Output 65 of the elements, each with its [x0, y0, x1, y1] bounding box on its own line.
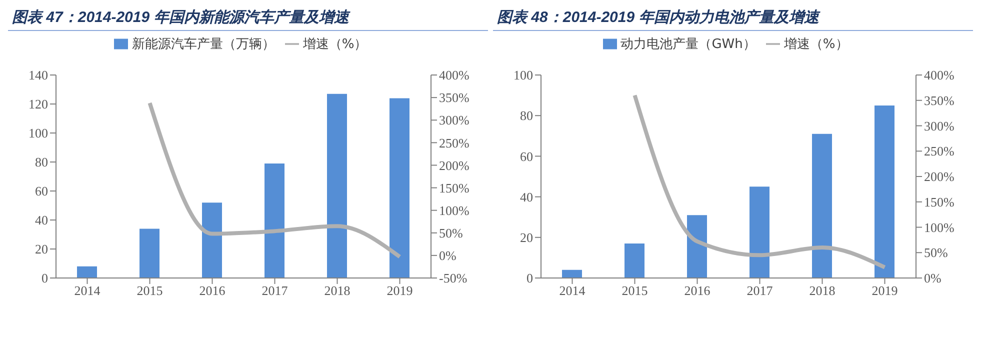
y2-tick-label: 250%	[924, 144, 954, 159]
y2-tick-label: 100%	[439, 202, 470, 218]
x-tick-label: 2017	[262, 283, 288, 298]
y2-tick-label: 300%	[924, 118, 954, 134]
bar	[77, 266, 97, 278]
y-tick-label: 40	[520, 189, 533, 204]
line-series	[632, 93, 887, 270]
y-tick-label: 80	[35, 154, 48, 170]
bar	[874, 105, 894, 278]
chart-title: 图表 48：2014-2019 年国内动力电池产量及增速	[493, 8, 973, 31]
bar	[327, 94, 347, 278]
y2-tick-label: 150%	[439, 180, 470, 196]
y2-tick-label: 350%	[924, 92, 954, 108]
y2-tick-label: 100%	[924, 220, 954, 235]
bar	[687, 215, 707, 278]
y-tick-label: 60	[35, 184, 48, 199]
bar	[562, 270, 582, 278]
y2-tick-label: 250%	[439, 135, 470, 150]
y-tick-label: 140	[28, 68, 48, 83]
legend-label: 动力电池产量（GWh）	[620, 37, 756, 52]
x-tick-label: 2018	[809, 283, 836, 298]
legend-label: 增速（%）	[784, 37, 848, 52]
x-tick-label: 2015	[136, 283, 163, 298]
y-tick-label: 100	[28, 126, 48, 141]
x-tick-label: 2015	[622, 283, 648, 298]
y2-tick-label: 200%	[439, 158, 470, 173]
x-tick-label: 2016	[684, 283, 711, 298]
x-tick-label: 2017	[746, 283, 774, 298]
legend-label: 新能源汽车产量（万辆）	[132, 37, 275, 52]
bar	[390, 98, 410, 278]
y-tick-label: 40	[35, 212, 48, 228]
y2-tick-label: 300%	[439, 112, 470, 128]
y2-tick-label: 200%	[924, 169, 954, 184]
y-tick-label: 20	[520, 230, 533, 246]
y2-tick-label: 150%	[924, 194, 954, 210]
x-tick-label: 2014	[559, 283, 586, 298]
bar	[812, 134, 832, 278]
y-tick-label: 80	[520, 108, 533, 124]
bar	[624, 243, 644, 278]
x-tick-label: 2019	[872, 283, 898, 298]
y2-tick-label: 50%	[439, 226, 463, 241]
y2-tick-label: 0%	[439, 248, 456, 264]
y-tick-label: 0	[42, 270, 48, 286]
x-tick-label: 2019	[386, 283, 413, 298]
x-tick-label: 2014	[74, 283, 101, 298]
y2-tick-label: 0%	[924, 270, 942, 286]
bar	[264, 163, 284, 278]
y2-tick-label: -50%	[439, 270, 468, 286]
x-tick-label: 2018	[324, 283, 350, 298]
chart-title: 图表 47：2014-2019 年国内新能源汽车产量及增速	[8, 8, 488, 31]
y2-tick-label: 350%	[439, 90, 470, 106]
legend-label: 增速（%）	[302, 37, 368, 52]
line-series	[148, 100, 402, 259]
y-tick-label: 0	[526, 270, 533, 286]
bar	[140, 228, 160, 278]
y-tick-label: 20	[35, 242, 48, 257]
x-tick-label: 2016	[199, 283, 226, 298]
y2-tick-label: 400%	[439, 68, 470, 83]
y-tick-label: 60	[520, 148, 533, 164]
bar	[750, 186, 770, 278]
y2-tick-label: 400%	[924, 68, 954, 83]
y-tick-label: 120	[28, 96, 48, 112]
y2-tick-label: 50%	[924, 245, 948, 260]
y-tick-label: 100	[514, 68, 533, 83]
bar	[202, 202, 222, 278]
